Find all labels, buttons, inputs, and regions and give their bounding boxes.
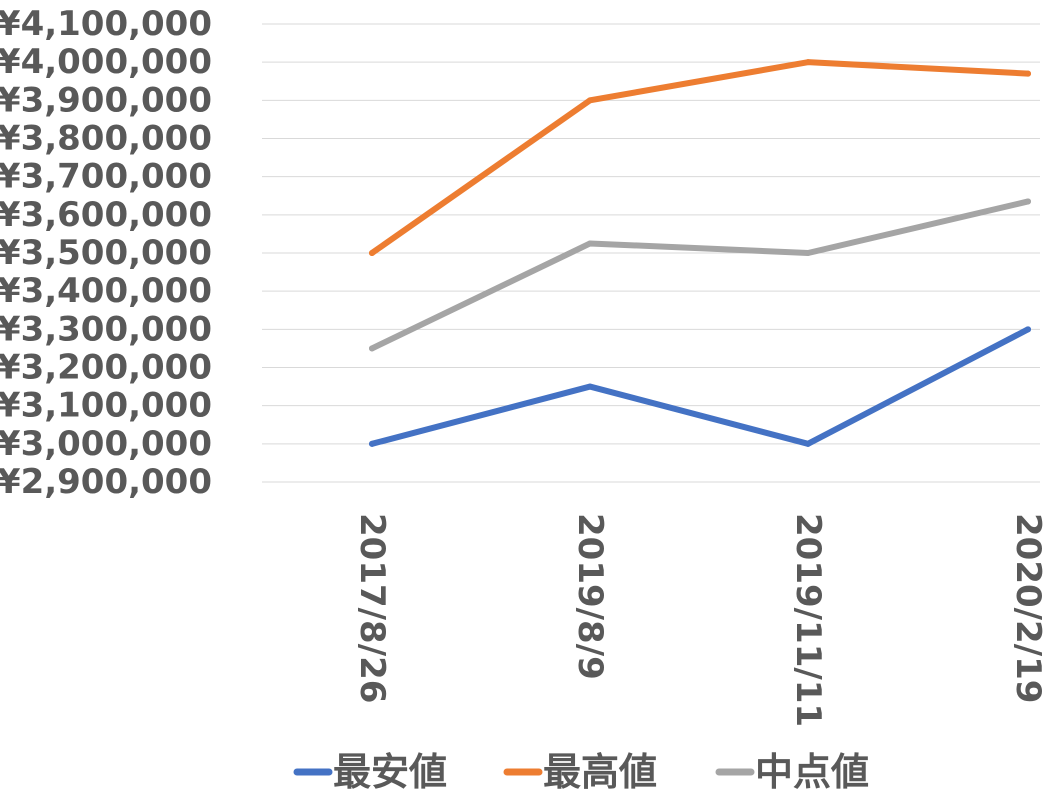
y-tick-label: ¥3,100,000 — [0, 386, 212, 426]
legend: 最安値 最高値 中点値 — [293, 750, 869, 794]
data-point — [805, 59, 811, 66]
legend-label: 最高値 — [543, 750, 657, 794]
y-tick-label: ¥3,000,000 — [0, 424, 212, 464]
y-tick-label: ¥3,300,000 — [0, 309, 212, 349]
data-point — [1025, 198, 1031, 205]
data-point — [369, 250, 375, 256]
data-point — [587, 240, 593, 247]
x-tick-label: 2017/8/26 — [352, 513, 392, 703]
legend-label: 最安値 — [333, 750, 447, 794]
legend-label: 中点値 — [755, 750, 869, 794]
series-line — [369, 198, 1031, 352]
x-tick-label: 2019/8/9 — [570, 513, 610, 680]
data-point — [1025, 326, 1031, 333]
series-lines — [369, 59, 1031, 447]
data-point — [369, 440, 375, 447]
x-tick-label: 2019/11/11 — [788, 513, 828, 727]
data-point — [369, 345, 375, 352]
y-tick-label: ¥2,900,000 — [0, 462, 212, 502]
y-tick-label: ¥3,500,000 — [0, 233, 212, 273]
y-tick-label: ¥3,400,000 — [0, 271, 212, 311]
y-tick-label: ¥3,700,000 — [0, 157, 212, 197]
x-tick-label: 2020/2/19 — [1008, 513, 1048, 703]
data-point — [1025, 70, 1031, 77]
data-point — [587, 97, 593, 104]
y-tick-label: ¥3,200,000 — [0, 348, 212, 388]
y-tick-label: ¥4,100,000 — [0, 4, 212, 44]
series-line — [369, 59, 1031, 256]
x-axis-tick-labels: 2017/8/26 2019/8/9 2019/11/11 2020/2/19 — [352, 513, 1048, 727]
y-tick-label: ¥4,000,000 — [0, 42, 212, 82]
y-axis-tick-labels: ¥4,100,000¥4,000,000¥3,900,000¥3,800,000… — [0, 4, 212, 502]
gridlines — [262, 23, 1040, 483]
data-point — [587, 383, 593, 390]
y-tick-label: ¥3,800,000 — [0, 119, 212, 159]
data-point — [805, 440, 811, 447]
data-point — [805, 250, 811, 256]
y-tick-label: ¥3,600,000 — [0, 195, 212, 235]
y-tick-label: ¥3,900,000 — [0, 80, 212, 120]
series-line — [369, 326, 1031, 447]
